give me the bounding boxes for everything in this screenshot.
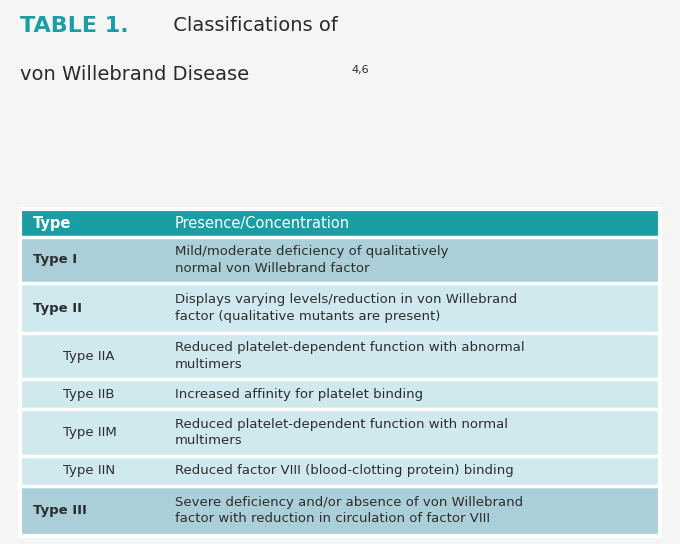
- Text: Type IIM: Type IIM: [63, 426, 117, 439]
- Bar: [20, 209, 660, 237]
- Text: Presence/Concentration: Presence/Concentration: [175, 215, 350, 231]
- Bar: [20, 410, 660, 455]
- Text: von Willebrand Disease: von Willebrand Disease: [20, 65, 250, 84]
- Bar: [20, 237, 660, 283]
- Text: Type III: Type III: [33, 504, 86, 517]
- Text: Type IIN: Type IIN: [63, 464, 116, 477]
- Text: Type IIA: Type IIA: [63, 350, 115, 363]
- Text: Reduced platelet-dependent function with abnormal
multimers: Reduced platelet-dependent function with…: [175, 342, 524, 371]
- Bar: [20, 379, 660, 410]
- Bar: [20, 455, 660, 486]
- Bar: [20, 333, 660, 379]
- Text: Severe deficiency and/or absence of von Willebrand
factor with reduction in circ: Severe deficiency and/or absence of von …: [175, 496, 523, 526]
- Text: Type II: Type II: [33, 301, 82, 314]
- Text: Type: Type: [33, 215, 71, 231]
- Bar: [20, 209, 660, 536]
- Text: Type I: Type I: [33, 254, 77, 267]
- Bar: [20, 283, 660, 333]
- Bar: [20, 486, 660, 536]
- Text: Displays varying levels/reduction in von Willebrand
factor (qualitative mutants : Displays varying levels/reduction in von…: [175, 293, 517, 323]
- Text: Reduced platelet-dependent function with normal
multimers: Reduced platelet-dependent function with…: [175, 418, 508, 447]
- Text: Mild/moderate deficiency of qualitatively
normal von Willebrand factor: Mild/moderate deficiency of qualitativel…: [175, 245, 448, 275]
- Text: Classifications of: Classifications of: [167, 16, 337, 35]
- Text: Reduced factor VIII (blood-clotting protein) binding: Reduced factor VIII (blood-clotting prot…: [175, 464, 513, 477]
- Text: TABLE 1.: TABLE 1.: [20, 16, 129, 36]
- Text: Increased affinity for platelet binding: Increased affinity for platelet binding: [175, 388, 423, 401]
- Text: Type IIB: Type IIB: [63, 388, 115, 401]
- Text: 4,6: 4,6: [352, 65, 369, 75]
